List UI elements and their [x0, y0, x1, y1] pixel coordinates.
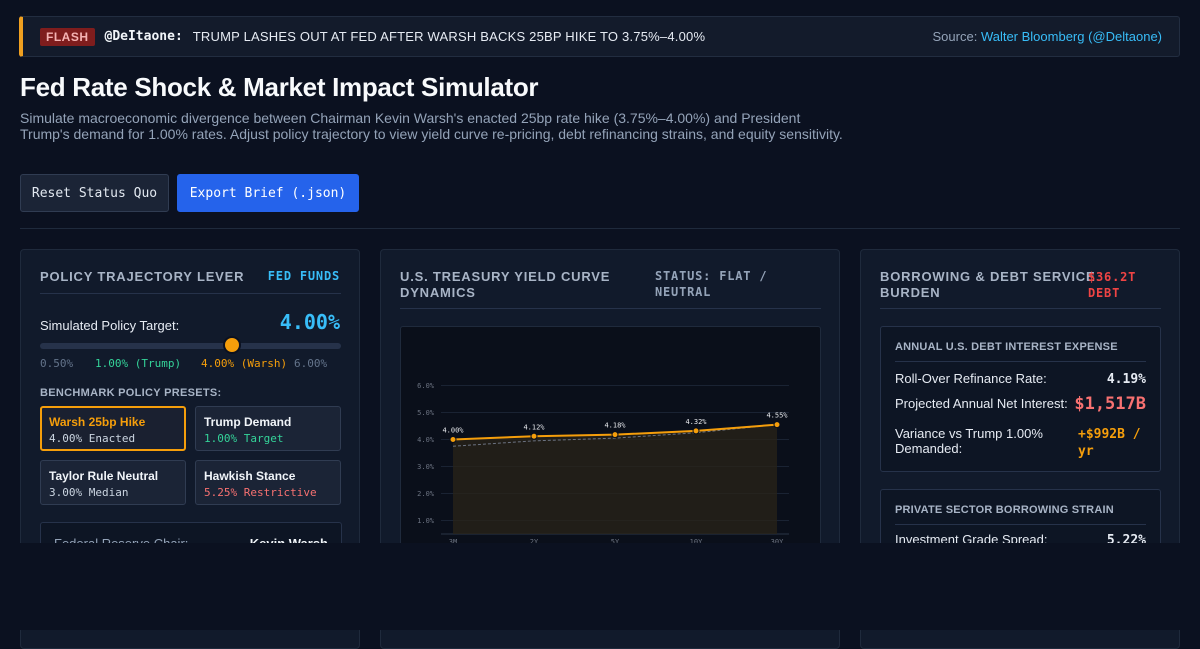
- preset-trump-demand[interactable]: Trump Demand 1.00% Target: [195, 406, 341, 451]
- presets-heading: BENCHMARK POLICY PRESETS:: [40, 387, 222, 399]
- x-tick-label: 2Y: [530, 538, 539, 546]
- panel-title: POLICY TRAJECTORY LEVER: [40, 269, 245, 284]
- viewport-bottom-area: [0, 543, 1200, 630]
- banner-source: Source: Walter Bloomberg (@Deltaone): [933, 29, 1163, 44]
- banner-headline: TRUMP LASHES OUT AT FED AFTER WARSH BACK…: [192, 29, 706, 44]
- yield-point: [530, 432, 538, 440]
- policy-target-label: Simulated Policy Target:: [40, 318, 180, 333]
- curve-status-line: STATUS: FLAT /: [655, 269, 768, 283]
- section-divider: [20, 228, 1180, 229]
- curve-status: STATUS: FLAT / NEUTRAL: [655, 268, 767, 300]
- rollover-rate-value: 4.19%: [1106, 372, 1146, 387]
- panel-title: BORROWING & DEBT SERVICE BURDEN: [880, 269, 1095, 301]
- total-debt-label: DEBT: [1088, 286, 1121, 300]
- total-debt-value: $36.2T: [1088, 270, 1137, 284]
- slider-tick-warsh: 4.00% (Warsh): [201, 357, 288, 370]
- yield-data-label: 4.00%: [442, 427, 464, 435]
- preset-hawkish-stance[interactable]: Hawkish Stance 5.25% Restrictive: [195, 460, 341, 505]
- panel-title-line: DYNAMICS: [400, 285, 476, 300]
- variance-label: Variance vs Trump 1.00% Demanded:: [895, 426, 1043, 456]
- panel-title-line: BORROWING & DEBT SERVICE: [880, 269, 1096, 284]
- panel-divider: [880, 308, 1161, 309]
- preset-title: Hawkish Stance: [204, 469, 296, 483]
- variance-label-line: Variance vs Trump 1.00%: [895, 426, 1043, 441]
- y-tick-label: 5.0%: [417, 409, 435, 417]
- y-tick-label: 1.0%: [417, 517, 435, 525]
- panel-divider: [400, 308, 821, 309]
- y-tick-label: 4.0%: [417, 436, 435, 444]
- y-tick-label: 3.0%: [417, 463, 435, 471]
- slider-tick-max: 6.00%: [294, 357, 328, 370]
- panel-title-line: BURDEN: [880, 285, 941, 300]
- rollover-rate-label: Roll-Over Refinance Rate:: [895, 371, 1047, 386]
- variance-value-line: yr: [1078, 444, 1094, 459]
- card-divider: [895, 361, 1146, 362]
- x-tick-label: 30Y: [771, 538, 784, 546]
- policy-rate-slider[interactable]: [40, 343, 341, 349]
- yield-data-label: 4.18%: [604, 422, 626, 430]
- yield-point: [611, 431, 619, 439]
- page-title: Fed Rate Shock & Market Impact Simulator: [20, 72, 539, 102]
- policy-target-value: 4.00%: [279, 310, 340, 334]
- y-tick-label: 6.0%: [417, 382, 435, 390]
- preset-subtitle: 4.00% Enacted: [49, 432, 136, 445]
- yield-curve-svg: 1.0% 2.0% 3.0% 4.0% 5.0% 6.0% 4.00% 4.12% 4.18% 4…: [417, 382, 789, 546]
- preset-warsh-hike[interactable]: Warsh 25bp Hike 4.00% Enacted: [40, 406, 186, 451]
- projected-interest-label: Projected Annual Net Interest:: [895, 396, 1068, 411]
- yield-point: [449, 436, 457, 443]
- panel-title: U.S. TREASURY YIELD CURVE DYNAMICS: [400, 269, 610, 301]
- yield-data-label: 4.55%: [766, 412, 788, 420]
- source-link[interactable]: Walter Bloomberg (@Deltaone): [980, 29, 1162, 44]
- total-debt-badge: $36.2T DEBT: [1088, 269, 1136, 301]
- card-title: PRIVATE SECTOR BORROWING STRAIN: [895, 504, 1114, 516]
- comparison-curve-line: [452, 424, 778, 447]
- fed-funds-tag: FED FUNDS: [267, 269, 340, 283]
- preset-title: Taylor Rule Neutral: [49, 469, 159, 483]
- reset-status-quo-button[interactable]: Reset Status Quo: [20, 174, 169, 212]
- flash-badge: FLASH: [40, 27, 95, 46]
- source-label: Source:: [932, 29, 978, 44]
- preset-title: Trump Demand: [204, 415, 292, 429]
- curve-status-line: NEUTRAL: [655, 285, 712, 299]
- yield-data-label: 4.12%: [523, 423, 545, 431]
- page-description: Simulate macroeconomic divergence betwee…: [20, 110, 843, 142]
- y-tick-label: 2.0%: [417, 490, 435, 498]
- yield-point: [692, 427, 700, 435]
- x-tick-label: 5Y: [611, 538, 620, 546]
- card-title: ANNUAL U.S. DEBT INTEREST EXPENSE: [895, 341, 1118, 353]
- preset-taylor-rule[interactable]: Taylor Rule Neutral 3.00% Median: [40, 460, 186, 505]
- slider-tick-trump: 1.00% (Trump): [95, 357, 182, 370]
- projected-interest-value: $1,517B: [1074, 394, 1146, 414]
- card-divider: [895, 524, 1146, 525]
- export-brief-button[interactable]: Export Brief (.json): [177, 174, 359, 212]
- variance-value: +$992B / yr: [1078, 426, 1141, 460]
- yield-area-fill: [453, 424, 777, 534]
- panel-title-line: U.S. TREASURY YIELD CURVE: [400, 269, 611, 284]
- news-flash-banner: FLASH @DeItaone: TRUMP LASHES OUT AT FED…: [19, 16, 1180, 57]
- yield-point: [773, 421, 781, 429]
- variance-value-line: +$992B /: [1078, 427, 1141, 442]
- slider-tick-min: 0.50%: [40, 357, 74, 370]
- variance-label-line: Demanded:: [895, 441, 963, 456]
- slider-handle[interactable]: [222, 336, 241, 354]
- preset-subtitle: 1.00% Target: [204, 432, 284, 445]
- preset-subtitle: 5.25% Restrictive: [204, 486, 317, 499]
- x-tick-label: 3M: [449, 538, 457, 546]
- banner-handle: @DeItaone:: [104, 29, 183, 44]
- interest-expense-card: ANNUAL U.S. DEBT INTEREST EXPENSE Roll-O…: [880, 326, 1161, 472]
- preset-subtitle: 3.00% Median: [49, 486, 129, 499]
- panel-divider: [40, 293, 341, 294]
- yield-data-label: 4.32%: [685, 418, 707, 426]
- preset-title: Warsh 25bp Hike: [49, 415, 146, 429]
- x-tick-label: 10Y: [690, 538, 703, 546]
